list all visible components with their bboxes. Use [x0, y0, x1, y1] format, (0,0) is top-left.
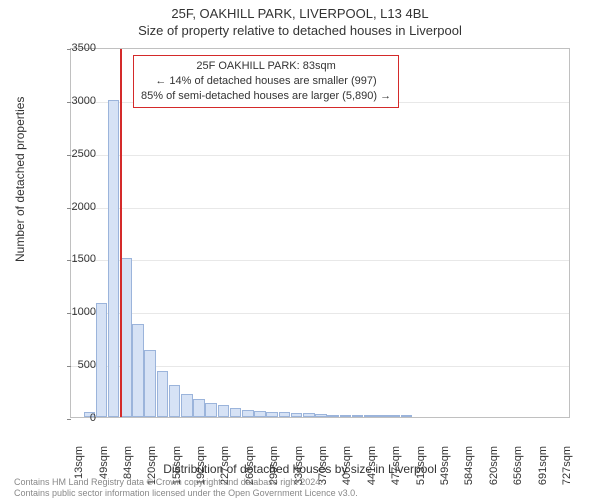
histogram-bar: [120, 258, 132, 417]
ytick-label: 1000: [56, 306, 96, 318]
histogram-bar: [340, 415, 352, 417]
property-marker-line: [120, 49, 122, 417]
histogram-bar: [181, 394, 193, 417]
annotation-line-2: ← 14% of detached houses are smaller (99…: [141, 74, 391, 89]
ytick-label: 1500: [56, 253, 96, 265]
histogram-bar: [327, 415, 339, 417]
histogram-bar: [96, 303, 108, 417]
ytick-label: 3000: [56, 95, 96, 107]
y-axis-label: Number of detached properties: [13, 202, 27, 262]
footer-attribution: Contains HM Land Registry data © Crown c…: [14, 477, 358, 498]
gridline: [71, 260, 569, 261]
chart-plot-area: 25F OAKHILL PARK: 83sqm← 14% of detached…: [70, 48, 570, 418]
histogram-bar: [157, 371, 169, 418]
title-main: 25F, OAKHILL PARK, LIVERPOOL, L13 4BL: [0, 0, 600, 21]
gridline: [71, 313, 569, 314]
gridline: [71, 208, 569, 209]
histogram-bar: [205, 403, 217, 417]
histogram-bar: [169, 385, 181, 417]
title-sub: Size of property relative to detached ho…: [0, 21, 600, 38]
histogram-bar: [144, 350, 156, 417]
annotation-box: 25F OAKHILL PARK: 83sqm← 14% of detached…: [133, 55, 399, 108]
ytick-label: 500: [56, 359, 96, 371]
ytick-label: 2500: [56, 148, 96, 160]
histogram-bar: [315, 414, 327, 417]
histogram-bar: [352, 415, 364, 417]
histogram-bar: [230, 408, 242, 418]
histogram-bar: [254, 411, 266, 417]
annotation-line-1: 25F OAKHILL PARK: 83sqm: [141, 59, 391, 74]
gridline: [71, 155, 569, 156]
histogram-bar: [279, 412, 291, 417]
annotation-line-3: 85% of semi-detached houses are larger (…: [141, 89, 391, 104]
footer-line-2: Contains public sector information licen…: [14, 488, 358, 498]
footer-line-1: Contains HM Land Registry data © Crown c…: [14, 477, 358, 487]
histogram-bar: [376, 415, 388, 417]
histogram-bar: [193, 399, 205, 417]
histogram-bar: [364, 415, 376, 417]
histogram-bar: [242, 410, 254, 417]
x-axis-title: Distribution of detached houses by size …: [0, 462, 600, 476]
histogram-bar: [218, 405, 230, 417]
ytick-label: 0: [56, 412, 96, 424]
histogram-bar: [108, 100, 120, 417]
histogram-bar: [132, 324, 144, 417]
ytick-label: 3500: [56, 42, 96, 54]
histogram-bar: [388, 415, 400, 417]
histogram-bar: [291, 413, 303, 417]
histogram-bar: [303, 413, 315, 417]
histogram-bar: [401, 415, 413, 417]
histogram-bar: [266, 412, 278, 417]
ytick-label: 2000: [56, 201, 96, 213]
x-axis-labels: 13sqm49sqm84sqm120sqm156sqm192sqm227sqm2…: [70, 420, 570, 460]
